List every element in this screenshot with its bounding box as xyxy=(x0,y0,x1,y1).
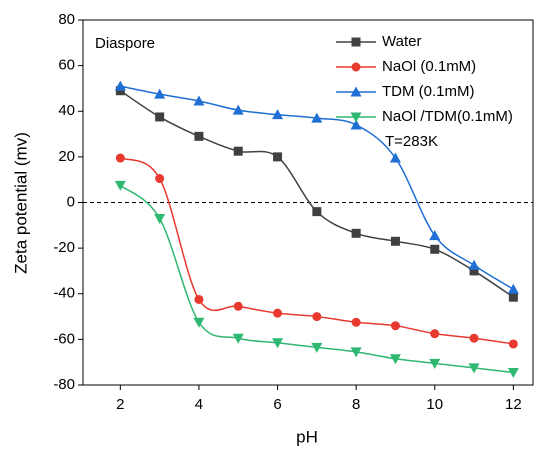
y-tick-label: 60 xyxy=(58,57,75,74)
legend-label: Water xyxy=(382,33,421,50)
y-tick-label: 80 xyxy=(58,11,75,28)
x-tick-label: 8 xyxy=(352,396,360,413)
marker xyxy=(273,308,283,318)
y-tick-label: -60 xyxy=(53,330,75,347)
annotation: Diaspore xyxy=(95,35,155,52)
marker xyxy=(272,109,284,120)
marker xyxy=(389,354,401,365)
marker xyxy=(507,367,519,378)
marker xyxy=(114,180,126,191)
marker xyxy=(469,333,479,343)
marker xyxy=(430,329,440,339)
y-tick-label: 20 xyxy=(58,148,75,165)
marker xyxy=(194,294,204,304)
legend-marker xyxy=(351,62,361,72)
y-tick-label: -80 xyxy=(53,376,75,393)
series-line xyxy=(119,157,514,345)
y-axis-title: Zeta potential (mv) xyxy=(11,132,30,274)
marker xyxy=(469,266,479,276)
y-tick-label: 40 xyxy=(58,102,75,119)
x-axis-title: pH xyxy=(296,427,318,446)
marker xyxy=(194,131,204,141)
marker xyxy=(468,363,480,374)
marker xyxy=(114,80,126,91)
marker xyxy=(311,342,323,353)
marker xyxy=(193,95,205,106)
marker xyxy=(155,174,165,184)
legend-marker xyxy=(350,112,362,123)
legend-label: NaOl (0.1mM) xyxy=(382,58,476,75)
legend-marker xyxy=(350,86,362,97)
x-tick-label: 4 xyxy=(195,396,203,413)
marker xyxy=(350,119,362,130)
marker xyxy=(311,112,323,123)
marker xyxy=(351,228,361,238)
marker xyxy=(351,317,361,327)
marker xyxy=(273,152,283,162)
marker xyxy=(389,152,401,163)
marker xyxy=(115,86,125,96)
y-tick-label: -20 xyxy=(53,239,75,256)
x-tick-label: 2 xyxy=(116,396,124,413)
marker xyxy=(232,104,244,115)
annotation: T=283K xyxy=(385,133,438,150)
marker xyxy=(155,112,165,122)
marker xyxy=(154,88,166,99)
y-tick-label: -40 xyxy=(53,285,75,302)
legend-label: NaOl /TDM(0.1mM) xyxy=(382,108,513,125)
legend-label: TDM (0.1mM) xyxy=(382,83,475,100)
marker xyxy=(233,146,243,156)
y-tick-label: 0 xyxy=(67,193,75,210)
marker xyxy=(430,244,440,254)
marker xyxy=(272,338,284,349)
marker xyxy=(115,153,125,163)
marker xyxy=(507,283,519,294)
x-tick-label: 6 xyxy=(273,396,281,413)
marker xyxy=(390,321,400,331)
marker xyxy=(508,339,518,349)
marker xyxy=(350,347,362,358)
marker xyxy=(312,312,322,322)
x-tick-label: 10 xyxy=(426,396,443,413)
x-tick-label: 12 xyxy=(505,396,522,413)
marker xyxy=(154,213,166,224)
marker xyxy=(232,333,244,344)
marker xyxy=(233,301,243,311)
marker xyxy=(193,317,205,328)
marker xyxy=(312,207,322,217)
marker xyxy=(508,292,518,302)
marker xyxy=(429,358,441,369)
marker xyxy=(390,236,400,246)
marker xyxy=(429,230,441,241)
legend-marker xyxy=(351,37,361,47)
marker xyxy=(468,259,480,270)
